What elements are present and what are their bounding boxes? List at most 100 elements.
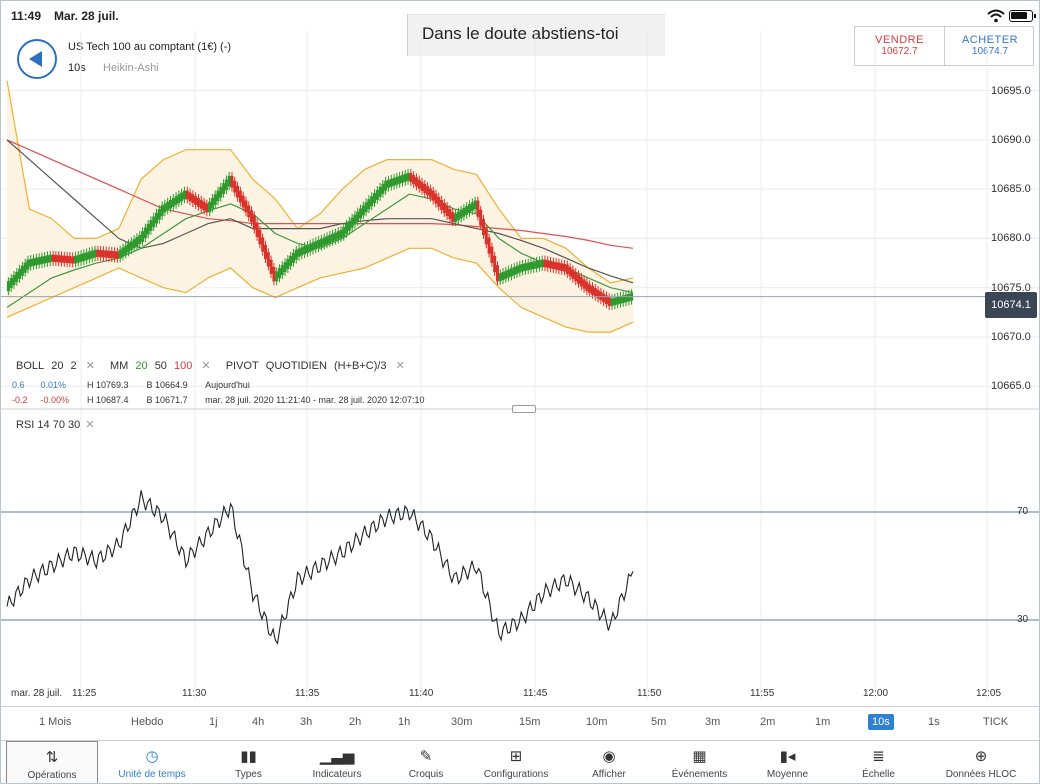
pivot-name[interactable]: PIVOT — [225, 360, 259, 372]
battery-icon — [1009, 10, 1036, 22]
buy-button[interactable]: ACHETER 10674.7 — [945, 27, 1035, 65]
candle — [149, 220, 153, 231]
timeframe-4h[interactable]: 4h — [252, 716, 265, 728]
toolbar-afficher[interactable]: ◉ Afficher — [563, 741, 655, 783]
candle — [93, 249, 97, 258]
timeframe-5m[interactable]: 5m — [651, 716, 667, 728]
toolbar-unité-de-temps[interactable]: ◷ Unité de temps — [99, 741, 205, 783]
candle — [345, 223, 349, 234]
calendar-icon: ▦ — [692, 748, 707, 765]
rsi-p2: 70 — [52, 419, 65, 431]
candle — [537, 260, 541, 268]
candle — [115, 251, 119, 259]
candle — [308, 243, 312, 252]
timeframe-15m[interactable]: 15m — [519, 716, 541, 728]
candle — [621, 295, 625, 303]
toolbar-moyenne[interactable]: ▮◂ Moyenne — [744, 741, 831, 783]
candle — [426, 186, 430, 196]
rsi-p3: 30 — [68, 419, 81, 431]
status-date: Mar. 28 juil. — [54, 9, 119, 23]
candle — [574, 271, 578, 282]
candle — [616, 296, 620, 305]
timeframe-1-mois[interactable]: 1 Mois — [39, 716, 72, 728]
current-price-tag: 10674.1 — [985, 292, 1037, 318]
candle — [319, 238, 323, 247]
candle — [367, 199, 371, 210]
timeframe-1h[interactable]: 1h — [398, 716, 411, 728]
timeframe-3h[interactable]: 3h — [300, 716, 313, 728]
pane-resize-handle[interactable] — [512, 405, 536, 413]
candle — [495, 265, 499, 282]
back-button[interactable] — [17, 39, 57, 79]
timeframe-3m[interactable]: 3m — [705, 716, 721, 728]
stats-period: mar. 28 juil. 2020 11:21:40 - mar. 28 ju… — [205, 395, 425, 405]
timeframe-10s[interactable]: 10s — [868, 714, 894, 730]
candle — [289, 255, 293, 266]
toolbar-opérations[interactable]: ⇅ Opérations — [6, 741, 98, 783]
toolbar-données-hloc[interactable]: ⊕ Données HLOC — [926, 741, 1036, 783]
candle — [277, 268, 281, 279]
candle — [303, 246, 307, 255]
candle — [76, 254, 80, 263]
candle — [141, 231, 145, 242]
sell-button[interactable]: VENDRE 10672.7 — [855, 27, 945, 65]
rsi-close-icon[interactable]: ✕ — [85, 419, 95, 431]
toolbar-types[interactable]: ▮▮ Types — [206, 741, 291, 783]
rsi-name[interactable]: RSI — [16, 419, 35, 431]
candle — [384, 180, 388, 191]
candle — [504, 270, 508, 279]
timeframe-hebdo[interactable]: Hebdo — [131, 716, 164, 728]
boll-p2: 2 — [70, 360, 77, 372]
toolbar-croquis[interactable]: ✎ Croquis — [383, 741, 469, 783]
candles-icon: ▮▮ — [240, 748, 257, 765]
toolbar-indicateurs[interactable]: ▁▃▅ Indicateurs — [291, 741, 383, 783]
candle — [300, 247, 304, 256]
candle — [124, 245, 128, 255]
candle — [166, 201, 170, 211]
candle — [62, 255, 66, 263]
candle — [82, 253, 86, 261]
timeframe-1s[interactable]: 1s — [928, 716, 940, 728]
buy-label: ACHETER — [961, 34, 1019, 46]
candle — [490, 246, 494, 263]
toolbar-échelle[interactable]: ≣ Échelle — [831, 741, 926, 783]
candle — [174, 196, 178, 205]
timeframe-10m[interactable]: 10m — [586, 716, 608, 728]
candle — [420, 181, 424, 191]
mm-close-icon[interactable]: ✕ — [201, 360, 211, 372]
candle — [23, 262, 27, 273]
timeframe-30m[interactable]: 30m — [451, 716, 473, 728]
candle — [199, 199, 203, 209]
candle — [409, 172, 413, 182]
candle — [283, 262, 287, 273]
candle — [398, 175, 402, 184]
price-tick-label: 10695.0 — [991, 84, 1031, 97]
candle — [160, 205, 164, 217]
toolbar-label: Moyenne — [766, 769, 809, 780]
timeframe-2h[interactable]: 2h — [349, 716, 362, 728]
mm-name[interactable]: MM — [109, 360, 129, 372]
instrument-name[interactable]: US Tech 100 au comptant (1€) (-) — [68, 41, 232, 53]
pivot-close-icon[interactable]: ✕ — [395, 360, 405, 372]
candle — [624, 294, 628, 303]
toolbar-événements[interactable]: ▦ Événements — [655, 741, 744, 783]
price-tick-label: 10665.0 — [991, 380, 1031, 393]
candle — [529, 262, 533, 270]
candle — [590, 286, 594, 295]
timeframe-2m[interactable]: 2m — [760, 716, 776, 728]
candle — [127, 243, 131, 253]
candle — [138, 234, 142, 244]
candle — [372, 193, 376, 204]
candle — [26, 259, 30, 270]
timeframe-tick[interactable]: TICK — [983, 716, 1009, 728]
timeframe-1j[interactable]: 1j — [209, 716, 218, 728]
toolbar-label: Configurations — [483, 769, 549, 780]
candle — [479, 209, 483, 226]
toolbar-configurations[interactable]: ⊞ Configurations — [469, 741, 563, 783]
boll-close-icon[interactable]: ✕ — [85, 360, 95, 372]
timeframe-1m[interactable]: 1m — [815, 716, 831, 728]
boll-name[interactable]: BOLL — [16, 360, 45, 372]
candle — [177, 194, 181, 204]
bottom-toolbar: ⇅ Opérations ◷ Unité de temps ▮▮ Types ▁▃▅ Indi… — [1, 740, 1039, 783]
